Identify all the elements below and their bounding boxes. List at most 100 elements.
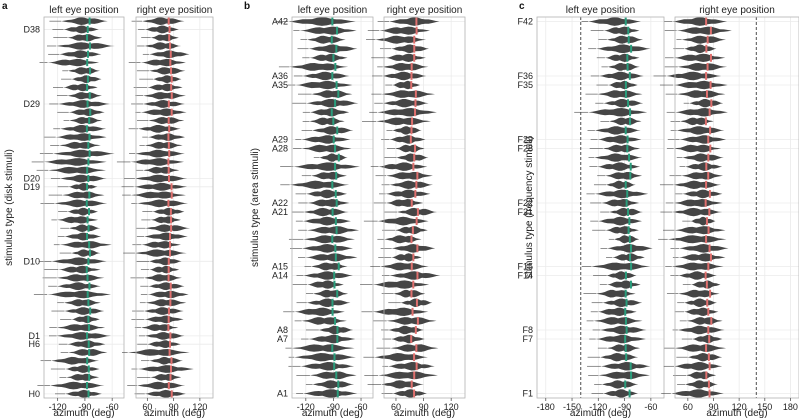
violin: [55, 133, 107, 141]
y-tick-label: F42: [517, 17, 533, 27]
x-axis-label: azimuth (deg): [302, 408, 363, 419]
y-axis-label: stimulus type (frequency stimuli): [524, 136, 535, 279]
violin: [597, 90, 643, 98]
violin: [59, 141, 101, 149]
x-tick-label: 120: [732, 402, 747, 412]
violin: [149, 257, 182, 266]
violin: [143, 166, 180, 174]
violin: [391, 44, 429, 54]
violin: [137, 381, 186, 390]
violin: [379, 26, 430, 35]
x-tick-label: 60: [142, 402, 152, 412]
violin: [600, 325, 647, 335]
violin: [68, 182, 98, 191]
violin: [673, 199, 723, 207]
panel-label: a: [2, 1, 8, 12]
y-tick-label: D1: [28, 331, 40, 341]
violin: [307, 35, 346, 44]
violin: [306, 189, 347, 199]
violin: [318, 325, 354, 335]
violin: [385, 199, 424, 207]
violin: [679, 135, 727, 144]
violin: [391, 253, 422, 262]
x-axis-label: azimuth (deg): [53, 408, 114, 419]
violin: [594, 126, 641, 135]
violin: [303, 207, 349, 217]
violin: [674, 226, 726, 235]
violin: [670, 389, 724, 398]
violin: [63, 83, 98, 92]
violin: [58, 265, 101, 274]
violin: [674, 344, 727, 352]
violin: [137, 199, 188, 208]
violin: [301, 244, 353, 253]
plot-frame: [43, 16, 125, 399]
violin: [69, 117, 103, 124]
violin: [142, 17, 185, 25]
x-tick-label: -90: [78, 402, 91, 412]
violin: [150, 216, 181, 224]
violin: [686, 317, 723, 325]
violin: [67, 34, 103, 42]
violin: [390, 344, 439, 352]
y-tick-label: D29: [23, 99, 40, 109]
violin: [690, 280, 721, 289]
violin: [602, 298, 643, 307]
violin: [56, 332, 111, 340]
violin: [148, 282, 185, 291]
violin: [602, 144, 641, 153]
violin: [396, 153, 429, 162]
violin: [138, 125, 181, 133]
violin: [301, 144, 352, 153]
violin: [605, 172, 643, 180]
violin: [681, 35, 726, 44]
violin: [144, 232, 188, 241]
y-tick-label: F7: [522, 334, 533, 344]
y-tick-label: D38: [23, 24, 40, 34]
violin: [63, 25, 99, 34]
violin: [66, 373, 100, 381]
x-tick-label: 90: [708, 402, 718, 412]
violin: [672, 17, 728, 26]
violin: [588, 17, 641, 26]
violin: [60, 174, 107, 183]
violin: [65, 365, 100, 373]
violin: [306, 99, 359, 108]
violin: [68, 67, 100, 75]
x-tick-label: -90: [327, 402, 340, 412]
violin: [49, 381, 105, 390]
violin: [395, 226, 428, 235]
y-tick-label: F8: [522, 325, 533, 335]
violin: [601, 199, 640, 207]
violin: [372, 280, 430, 289]
violin: [63, 299, 101, 307]
y-tick-label: D20: [23, 174, 40, 184]
violin: [127, 349, 190, 356]
violin: [392, 126, 422, 135]
violin: [48, 166, 106, 174]
violin: [134, 174, 188, 183]
violin: [309, 53, 348, 62]
y-axis-label: stimulus type (disk stimuli): [4, 149, 15, 266]
violin: [395, 144, 425, 153]
violin: [141, 241, 181, 249]
violin: [137, 365, 194, 373]
violin: [389, 271, 441, 280]
violin: [130, 191, 186, 199]
violin: [150, 373, 182, 381]
violin: [59, 241, 112, 249]
violin: [47, 290, 111, 299]
y-tick-label: F35: [517, 80, 533, 90]
violin: [389, 180, 433, 189]
violin: [685, 380, 718, 389]
violin: [606, 35, 643, 44]
violin: [140, 58, 186, 67]
violin: [671, 262, 724, 271]
violin: [144, 141, 183, 149]
x-tick-label: -90: [618, 402, 631, 412]
violin: [381, 380, 424, 389]
y-tick-label: A7: [277, 334, 288, 344]
violin: [393, 289, 426, 298]
violin: [302, 71, 350, 81]
violin: [386, 317, 437, 325]
